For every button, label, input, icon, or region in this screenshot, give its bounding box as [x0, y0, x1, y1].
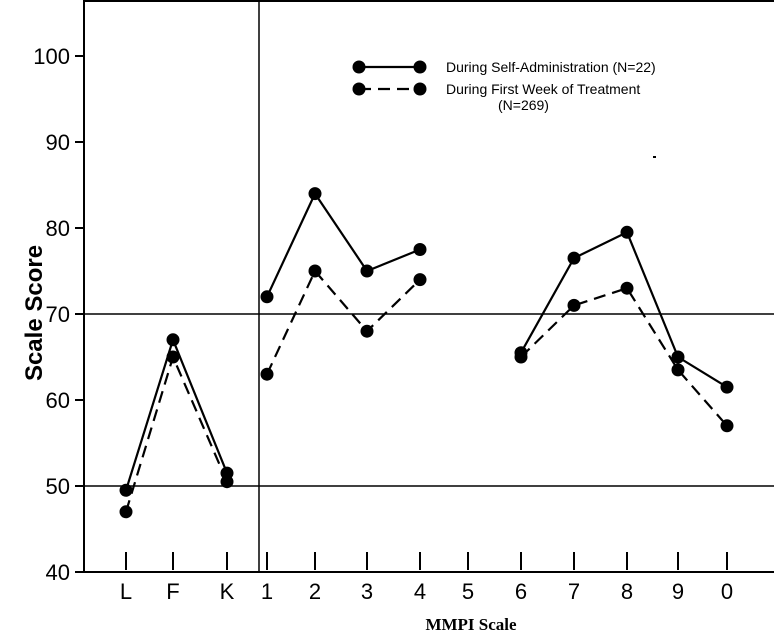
x-tick-label: 6 — [515, 579, 527, 604]
y-tick-label: 80 — [46, 216, 70, 241]
x-tick-label: K — [220, 579, 235, 604]
x-tick-label: 9 — [672, 579, 684, 604]
x-axis-label: MMPI Scale — [425, 615, 517, 634]
y-tick-label: 100 — [33, 44, 70, 69]
x-tick-label: F — [166, 579, 179, 604]
y-axis-label: Scale Score — [21, 245, 48, 381]
data-point — [308, 264, 322, 278]
data-point — [260, 367, 274, 381]
series-line — [520, 230, 728, 389]
data-point — [671, 363, 685, 377]
series-line — [266, 268, 421, 375]
data-point — [360, 324, 374, 338]
legend-marker — [352, 60, 366, 74]
y-axis-ticks: 40 50 60 70 80 90 100 — [33, 44, 84, 585]
data-point — [166, 350, 180, 364]
reference-lines — [84, 313, 774, 487]
series-self-administration — [119, 187, 734, 497]
data-point — [413, 243, 427, 256]
data-point — [413, 273, 427, 287]
x-tick-label: 3 — [361, 579, 373, 604]
series-first-week — [119, 264, 734, 519]
data-point — [220, 475, 234, 489]
data-point — [166, 333, 180, 347]
data-point — [567, 251, 581, 265]
data-point — [514, 350, 528, 364]
series-line — [266, 191, 421, 298]
y-tick-label: 70 — [46, 302, 70, 327]
data-point — [620, 225, 634, 239]
x-axis-ticks: L F K 1 2 3 4 5 6 7 8 9 0 — [120, 552, 733, 604]
series-layer — [119, 187, 734, 519]
x-tick-label: 2 — [309, 579, 321, 604]
x-tick-label: 7 — [568, 579, 580, 604]
legend: During Self-Administration (N=22) During … — [352, 59, 656, 158]
x-tick-label: 0 — [721, 579, 733, 604]
data-point — [119, 483, 133, 497]
data-point — [308, 187, 322, 201]
y-tick-label: 60 — [46, 388, 70, 413]
x-tick-label: 1 — [261, 579, 273, 604]
x-tick-label: 8 — [621, 579, 633, 604]
data-point — [360, 264, 374, 278]
series-line — [520, 286, 728, 427]
legend-label: During Self-Administration (N=22) — [446, 59, 656, 75]
data-point — [620, 281, 634, 295]
data-point — [260, 290, 274, 304]
stray-mark — [653, 156, 656, 158]
data-point — [720, 380, 734, 394]
x-tick-label: 4 — [414, 579, 426, 604]
y-tick-label: 50 — [46, 474, 70, 499]
data-point — [119, 505, 133, 519]
y-tick-label: 90 — [46, 130, 70, 155]
legend-marker — [352, 82, 366, 96]
plot-frame — [83, 0, 774, 573]
data-point — [720, 419, 734, 433]
data-point — [671, 350, 685, 364]
data-point — [567, 298, 581, 312]
x-tick-label: 5 — [462, 579, 474, 604]
x-tick-label: L — [120, 579, 132, 604]
y-tick-label: 40 — [46, 560, 70, 585]
legend-marker — [413, 60, 427, 74]
legend-label: During First Week of Treatment — [446, 81, 640, 97]
legend-marker — [413, 82, 427, 96]
legend-label: (N=269) — [498, 97, 549, 113]
